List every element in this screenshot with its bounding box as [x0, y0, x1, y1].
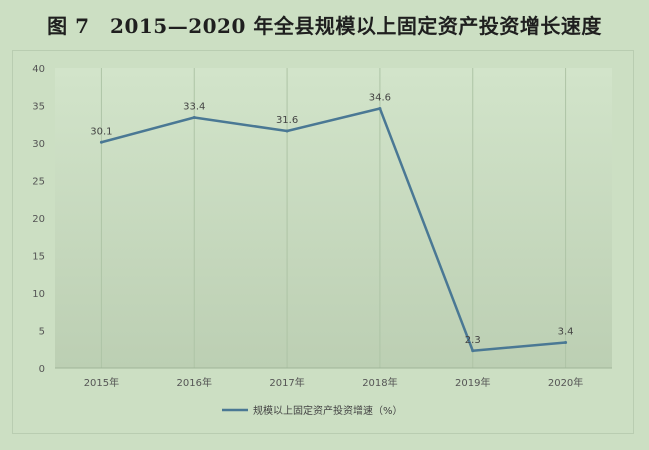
data-label: 3.4 — [558, 327, 574, 338]
x-tick-label: 2015年 — [84, 376, 119, 389]
data-label: 2.3 — [465, 335, 481, 346]
y-tick-label: 5 — [39, 327, 45, 338]
data-point — [378, 107, 382, 110]
x-tick-label: 2016年 — [177, 376, 212, 389]
data-label: 34.6 — [369, 93, 391, 104]
data-label: 31.6 — [276, 115, 298, 126]
page-title: 图 7 2015—2020 年全县规模以上固定资产投资增长速度 — [47, 14, 602, 38]
x-tick-label: 2020年 — [548, 376, 583, 389]
y-tick-label: 0 — [39, 364, 45, 375]
legend-label: 规模以上固定资产投资增速（%） — [253, 404, 403, 417]
data-label: 30.1 — [90, 126, 112, 137]
y-tick-label: 30 — [32, 139, 45, 150]
y-tick-label: 25 — [32, 177, 45, 188]
chart-frame — [12, 50, 634, 434]
y-tick-label: 20 — [32, 214, 45, 225]
x-tick-label: 2019年 — [455, 376, 490, 389]
x-tick-label: 2018年 — [362, 376, 397, 389]
data-point — [192, 116, 196, 119]
y-tick-label: 15 — [32, 252, 45, 263]
y-tick-label: 40 — [32, 64, 45, 75]
x-tick-label: 2017年 — [269, 376, 304, 389]
data-point — [564, 341, 568, 344]
data-point — [285, 129, 289, 133]
data-label: 33.4 — [183, 102, 205, 113]
y-tick-label: 10 — [32, 289, 45, 300]
series-line — [101, 107, 566, 352]
y-tick-label: 35 — [32, 102, 45, 113]
data-point — [471, 349, 475, 353]
plot-area — [55, 68, 612, 368]
data-point — [99, 140, 103, 144]
